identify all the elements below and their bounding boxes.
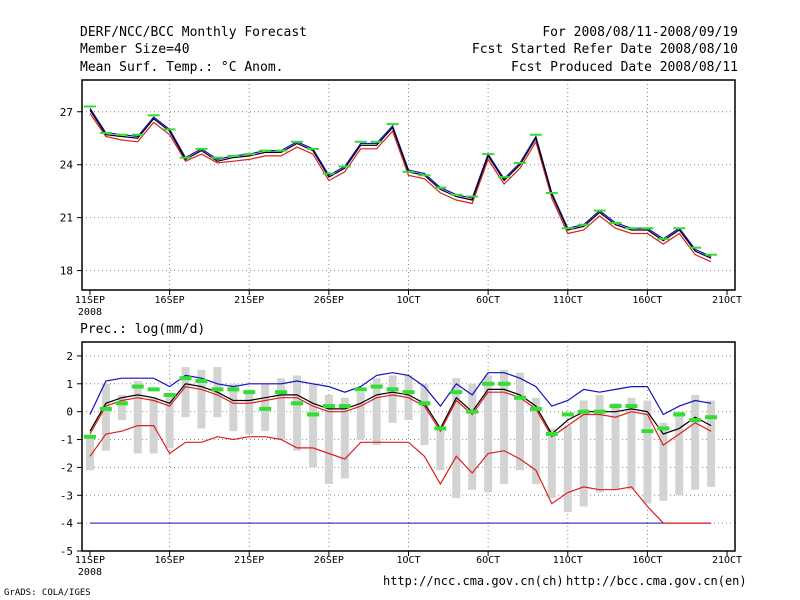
prec-box	[579, 400, 588, 507]
temp-x-tick-label: 21OCT	[712, 295, 742, 306]
temp-x-tick-label: 1OCT	[396, 295, 420, 306]
bcc-url-label[interactable]: http://bcc.cma.gov.cn(en)	[566, 574, 747, 588]
temp-y-tick-label: 24	[60, 159, 74, 172]
prec-box	[563, 425, 572, 512]
prec-box	[229, 383, 238, 432]
prec-y-tick-label: 0	[66, 406, 73, 419]
prec-box	[452, 378, 461, 499]
started-date-label: Fcst Started Refer Date 2008/08/10	[471, 42, 738, 57]
prec-box	[627, 397, 636, 490]
temp-x-tick-label: 26SEP	[314, 295, 344, 306]
prec-ensemble-min-line	[89, 425, 712, 524]
prec-box	[707, 400, 716, 487]
prec-y-tick-label: -5	[60, 545, 73, 558]
prec-box	[293, 375, 302, 451]
temp-y-tick-label: 18	[60, 265, 73, 278]
prec-box	[484, 375, 493, 493]
prec-x-tick-label: 16OCT	[632, 555, 662, 566]
member-size-label: Member Size=40	[80, 42, 190, 57]
temp-y-tick-label: 21	[60, 212, 73, 225]
temp-ensemble-max-line	[89, 107, 712, 258]
prec-box	[675, 411, 684, 496]
prec-box	[643, 400, 652, 504]
prec-box	[181, 367, 190, 418]
prec-box	[547, 428, 556, 499]
produced-date-label: Fcst Produced Date 2008/08/11	[511, 60, 738, 75]
prec-box	[468, 383, 477, 490]
prec-y-tick-label: -4	[60, 517, 74, 530]
prec-box	[420, 383, 429, 446]
ncc-url-label[interactable]: http://ncc.cma.gov.cn(ch)	[383, 574, 564, 588]
prec-box	[85, 436, 94, 471]
temp-x-tick-label: 11SEP	[75, 295, 105, 306]
prec-x-tick-label: 16SEP	[155, 555, 185, 566]
temp-x-tick-label: 11OCT	[553, 295, 583, 306]
prec-y-tick-label: 2	[66, 350, 73, 363]
prec-y-tick-label: -2	[60, 461, 73, 474]
prec-x-tick-label: 11OCT	[553, 555, 583, 566]
prec-box	[659, 422, 668, 501]
prec-box	[324, 394, 333, 485]
prec-box	[691, 394, 700, 490]
prec-box	[308, 383, 317, 468]
prec-box	[117, 394, 126, 421]
temp-x-tick-label: 6OCT	[476, 295, 500, 306]
grads-credit: GrADS: COLA/IGES	[4, 588, 91, 598]
prec-x-tick-label: 21SEP	[234, 555, 264, 566]
prec-box	[340, 397, 349, 479]
temp-x-tick-label: 21SEP	[234, 295, 264, 306]
prec-box	[515, 372, 524, 471]
temp-x-tick-label: 16SEP	[155, 295, 185, 306]
temp-y-tick-label: 27	[60, 106, 73, 119]
temp-ensemble-mean-line	[89, 109, 712, 259]
prec-x-tick-label: 11SEP	[75, 555, 105, 566]
prec-box	[611, 403, 620, 490]
prec-y-tick-label: 1	[66, 378, 73, 391]
temp-year-label: 2008	[78, 307, 102, 318]
prec-box	[388, 375, 397, 423]
chart-title: DERF/NCC/BCC Monthly Forecast	[80, 25, 307, 40]
prec-x-tick-label: 1OCT	[396, 555, 420, 566]
prec-ensemble-upper-red-line	[89, 385, 712, 446]
temp-ensemble-min-line	[89, 113, 712, 263]
prec-x-tick-label: 21OCT	[712, 555, 742, 566]
prec-box	[277, 378, 286, 440]
variable-label: Mean Surf. Temp.: °C Anom.	[80, 60, 284, 75]
prec-box	[531, 397, 540, 485]
prec-box	[101, 383, 110, 451]
prec-ensemble-mean-line	[89, 383, 712, 435]
prec-y-tick-label: -1	[60, 434, 73, 447]
prec-box	[500, 369, 509, 485]
prec-box	[133, 381, 142, 454]
prec-y-tick-label: -3	[60, 489, 73, 502]
prec-x-tick-label: 26SEP	[314, 555, 344, 566]
prec-ensemble-max-line	[89, 372, 712, 416]
forecast-period-label: For 2008/08/11-2008/09/19	[542, 25, 738, 40]
prec-box	[165, 394, 174, 448]
prec-panel-title: Prec.: log(mm/d)	[80, 322, 205, 337]
prec-box	[372, 378, 381, 446]
temp-x-tick-label: 16OCT	[632, 295, 662, 306]
prec-year-label: 2008	[78, 567, 102, 578]
prec-box	[245, 389, 254, 434]
prec-box	[436, 428, 445, 471]
prec-x-tick-label: 6OCT	[476, 555, 500, 566]
prec-box	[197, 369, 206, 429]
prec-box	[356, 392, 365, 440]
prec-box	[595, 394, 604, 493]
